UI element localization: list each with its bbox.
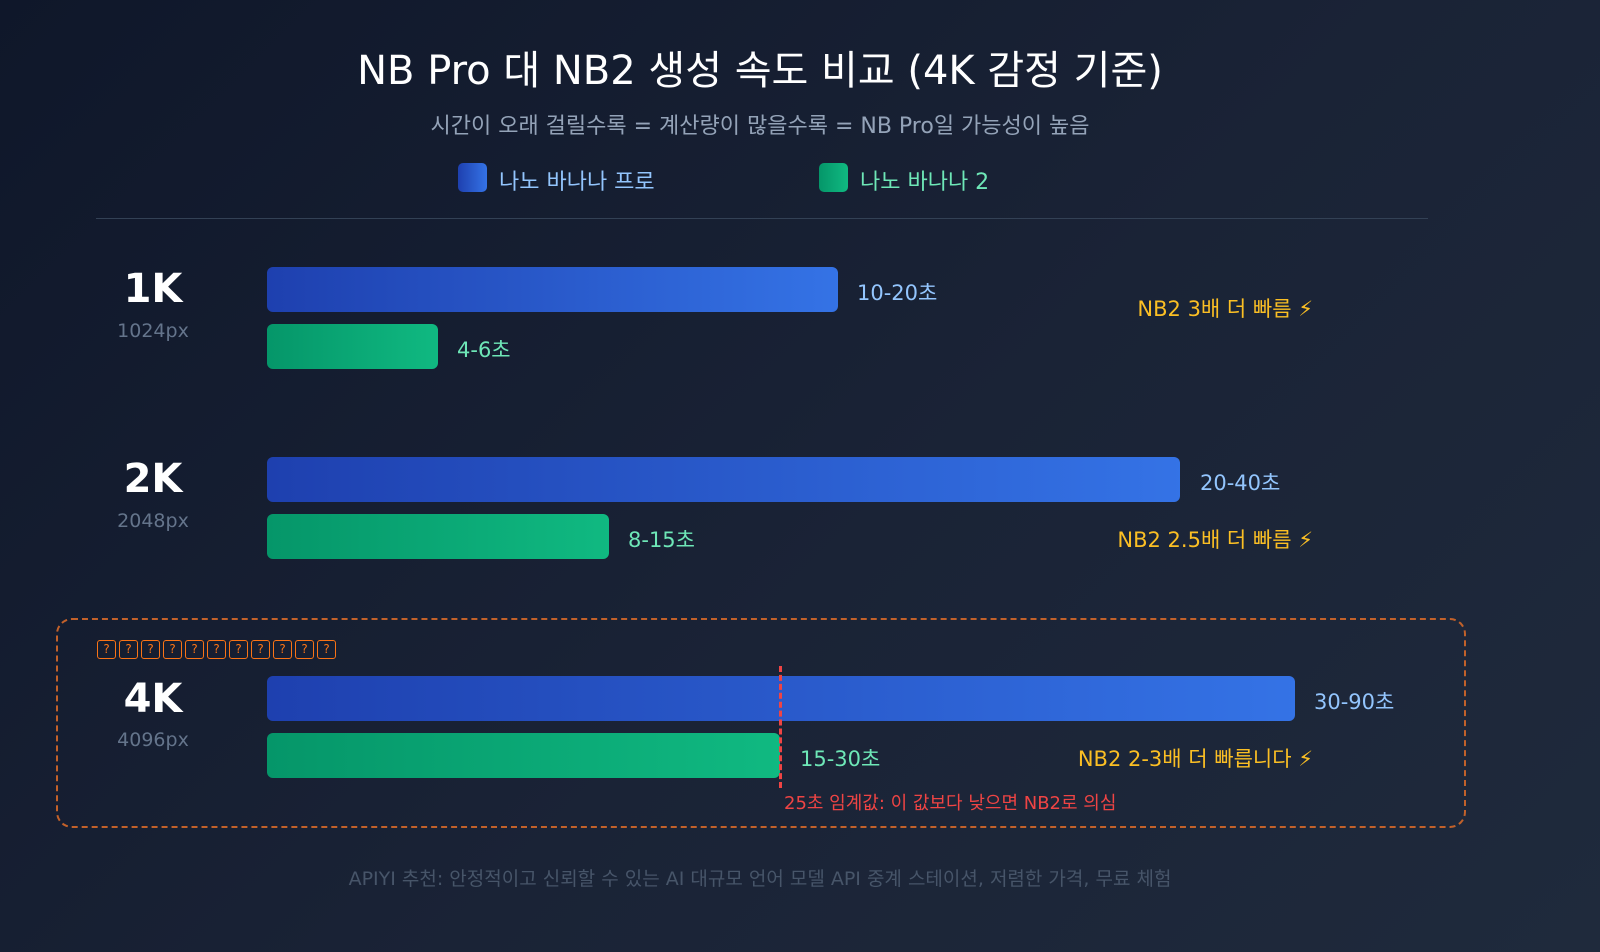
bar-nb-pro-2k (267, 457, 1180, 502)
category-sublabel-2k: 2048px (117, 510, 189, 532)
bar-label-nb2-4k: 15-30초 (800, 747, 881, 771)
category-label-1k: 1K (123, 266, 183, 312)
bar-nb2-4k (267, 733, 780, 778)
category-sublabel-1k: 1024px (117, 320, 189, 342)
bar-nb-pro-1k (267, 267, 838, 312)
legend-swatch-nb2 (819, 163, 848, 192)
speed-note-2k: NB2 2.5배 더 빠름 ⚡ (1117, 528, 1313, 552)
bar-nb2-1k (267, 324, 438, 369)
highlight-box-label: ??????????? (97, 640, 336, 659)
legend-swatch-nb-pro (458, 163, 487, 192)
threshold-line (779, 666, 782, 788)
bar-nb2-2k (267, 514, 609, 559)
threshold-label: 25초 임계값: 이 값보다 낮으면 NB2로 의심 (784, 793, 1117, 814)
chart-title: NB Pro 대 NB2 생성 속도 비교 (4K 감정 기준) (357, 48, 1163, 94)
category-sublabel-4k: 4096px (117, 729, 189, 751)
highlight-box-4k (56, 618, 1466, 828)
speed-note-1k: NB2 3배 더 빠름 ⚡ (1137, 297, 1313, 321)
divider (96, 218, 1428, 219)
speed-note-4k: NB2 2-3배 더 빠릅니다 ⚡ (1077, 747, 1313, 771)
footer-note: APIYI 추천: 안정적이고 신뢰할 수 있는 AI 대규모 언어 모델 AP… (348, 868, 1172, 890)
bar-label-nb-pro-2k: 20-40초 (1200, 471, 1281, 495)
bar-label-nb2-2k: 8-15초 (628, 528, 695, 552)
category-label-2k: 2K (123, 456, 183, 502)
category-label-4k: 4K (123, 676, 183, 722)
bar-label-nb-pro-4k: 30-90초 (1314, 690, 1395, 714)
legend-label-nb-pro: 나노 바나나 프로 (499, 170, 655, 195)
legend-label-nb2: 나노 바나나 2 (860, 170, 990, 195)
bar-label-nb-pro-1k: 10-20초 (857, 281, 938, 305)
bar-label-nb2-1k: 4-6초 (457, 338, 511, 362)
chart-subtitle: 시간이 오래 걸릴수록 = 계산량이 많을수록 = NB Pro일 가능성이 높… (430, 114, 1090, 139)
